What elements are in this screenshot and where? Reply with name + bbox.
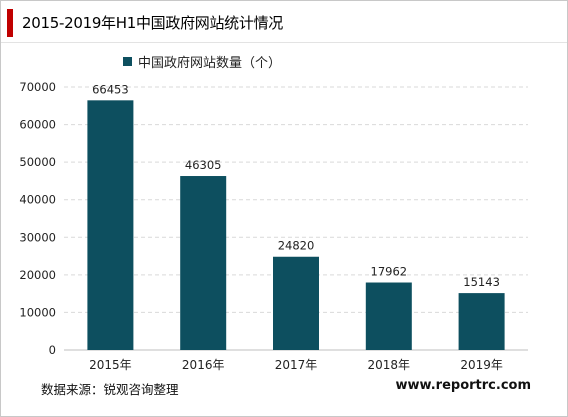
title-bar: 2015-2019年H1中国政府网站统计情况 — [1, 1, 567, 43]
data-label: 46305 — [185, 158, 222, 172]
x-tick-label: 2016年 — [182, 358, 225, 372]
legend: 中国政府网站数量（个） — [123, 52, 281, 71]
title-accent-mark — [7, 9, 13, 37]
bar — [87, 100, 134, 350]
data-source: 数据来源：锐观咨询整理 — [41, 382, 179, 397]
data-label: 24820 — [278, 239, 315, 253]
data-label: 15143 — [463, 275, 500, 289]
y-tick-label: 10000 — [19, 305, 56, 319]
y-tick-label: 70000 — [19, 80, 56, 94]
bar — [180, 176, 227, 350]
y-tick-label: 40000 — [19, 193, 56, 207]
y-tick-label: 60000 — [19, 118, 56, 132]
legend-swatch — [123, 57, 132, 66]
x-tick-label: 2015年 — [89, 358, 132, 372]
x-tick-label: 2017年 — [275, 358, 318, 372]
y-tick-label: 50000 — [19, 155, 56, 169]
data-label: 17962 — [371, 265, 408, 279]
data-label: 66453 — [92, 82, 129, 96]
x-tick-label: 2019年 — [460, 358, 503, 372]
y-tick-label: 30000 — [19, 230, 56, 244]
bar — [458, 293, 505, 350]
y-tick-label: 0 — [49, 343, 56, 357]
x-tick-label: 2018年 — [368, 358, 411, 372]
y-tick-label: 20000 — [19, 268, 56, 282]
bar — [273, 256, 319, 350]
chart-title: 2015-2019年H1中国政府网站统计情况 — [22, 14, 283, 32]
bar — [365, 282, 412, 350]
website-link[interactable]: www.reportrc.com — [395, 378, 531, 393]
legend-label: 中国政府网站数量（个） — [138, 56, 282, 71]
